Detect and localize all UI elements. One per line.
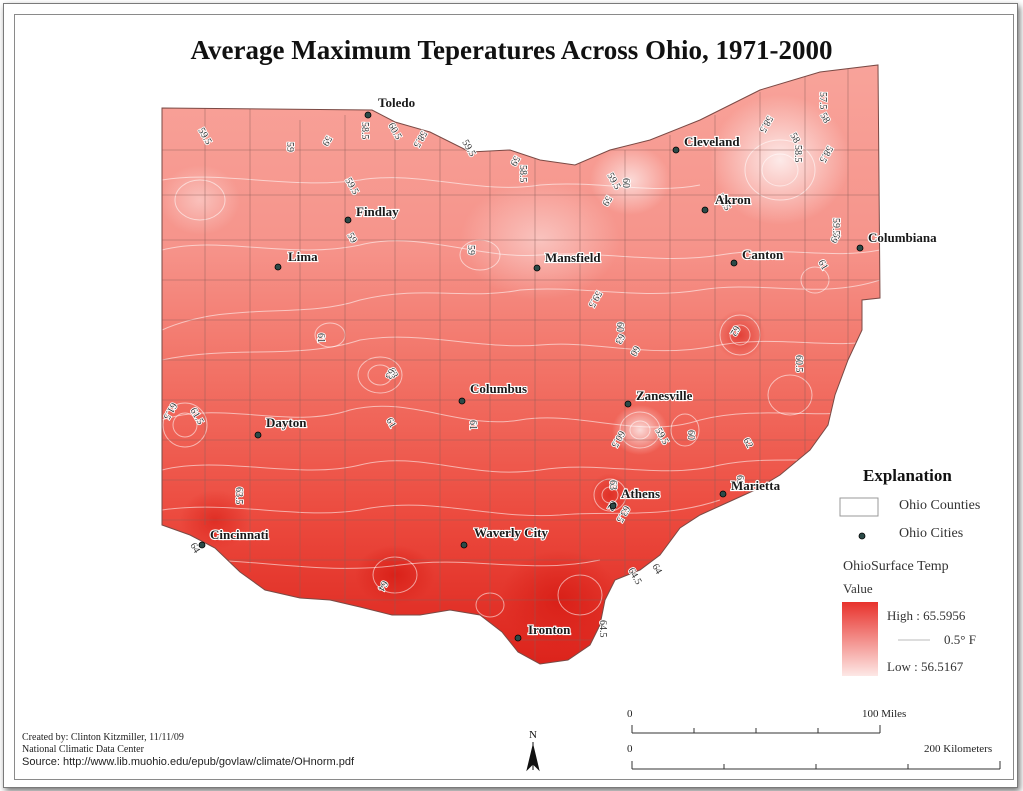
isotherm-labels: 59.559 59 60.558.5 58.5 59.558.55959.557.558… xyxy=(160,91,843,638)
city-label: Canton xyxy=(742,247,784,262)
credit-agency: National Climatic Data Center xyxy=(22,744,144,755)
scale-km-zero: 0 xyxy=(627,743,633,755)
city-label: Findlay xyxy=(356,204,399,219)
city-marker xyxy=(624,400,632,408)
isotherm-label: 59 xyxy=(465,245,476,255)
isotherm-label: 58.5 xyxy=(359,122,370,140)
city-marker xyxy=(856,244,864,252)
city-marker xyxy=(730,259,738,267)
city-label: Cleveland xyxy=(684,134,740,149)
isotherm-label: 60 xyxy=(685,430,696,440)
city-label: Cincinnati xyxy=(210,527,269,542)
isotherm-label: 60.5 xyxy=(793,355,804,373)
city-marker xyxy=(458,397,466,405)
city-layer: Toledo Cleveland Akron Findlay Columbiana Lim… xyxy=(198,94,938,642)
city-marker xyxy=(198,541,206,549)
north-label: N xyxy=(529,729,537,741)
legend-low-label: Low : 56.5167 xyxy=(887,659,964,674)
isotherm-label: 63.5 xyxy=(233,487,244,505)
city-marker xyxy=(514,634,522,642)
credit-author: Created by: Clinton Kitzmiller, 11/11/09 xyxy=(22,732,184,743)
north-arrow-icon xyxy=(526,742,540,772)
city-label: Ironton xyxy=(528,622,571,637)
city-label: Zanesville xyxy=(636,388,693,403)
isotherm-label: 63 xyxy=(734,475,745,485)
scale-bar xyxy=(631,725,1001,770)
city-marker xyxy=(364,111,372,119)
city-marker xyxy=(701,206,709,214)
city-label: Waverly City xyxy=(474,525,549,540)
legend-value-label: Value xyxy=(843,581,873,596)
isotherm-label: 58.5 xyxy=(517,165,528,183)
city-label: Lima xyxy=(288,249,318,264)
city-legend-symbol xyxy=(858,532,866,540)
isotherm-contours xyxy=(162,139,880,618)
legend-high-label: High : 65.5956 xyxy=(887,608,966,623)
legend-contour-label: 0.5° F xyxy=(944,632,976,647)
city-marker xyxy=(719,490,727,498)
temperature-ramp xyxy=(842,602,878,676)
temperature-surface xyxy=(162,65,880,664)
isotherm-label: 63 xyxy=(607,480,618,490)
isotherm-label: 58.5 xyxy=(792,145,803,163)
legend-title: Explanation xyxy=(863,466,952,485)
city-label: Akron xyxy=(715,192,752,207)
city-marker xyxy=(274,263,282,271)
city-marker xyxy=(254,431,262,439)
legend-raster-title: OhioSurface Temp xyxy=(843,559,949,574)
city-label: Columbiana xyxy=(868,230,937,245)
isotherm-label: 64 xyxy=(649,562,664,576)
city-label: Marietta xyxy=(731,478,781,493)
legend-symbols xyxy=(839,497,930,676)
city-label: Columbus xyxy=(470,381,527,396)
legend-counties-label: Ohio Counties xyxy=(899,498,981,513)
map-inner-border xyxy=(14,14,1014,780)
map-title: Average Maximum Teperatures Across Ohio,… xyxy=(190,35,833,65)
isotherm-label: 61 xyxy=(467,420,478,430)
city-marker xyxy=(460,541,468,549)
isotherm-label: 60 xyxy=(614,322,625,332)
credit-source: Source: http://www.lib.muohio.edu/epub/g… xyxy=(22,756,354,768)
scale-miles-label: 100 Miles xyxy=(862,708,907,720)
isotherm-label: 64.5 xyxy=(597,620,608,638)
city-label: Toledo xyxy=(378,95,415,110)
map-credits: Created by: Clinton Kitzmiller, 11/11/09… xyxy=(22,732,354,768)
isotherm-label: 57.5 xyxy=(817,92,828,110)
city-label: Mansfield xyxy=(545,250,601,265)
isotherm-label: 59.5 xyxy=(830,218,841,236)
city-marker xyxy=(533,264,541,272)
legend-cities-label: Ohio Cities xyxy=(899,526,964,541)
ohio-outline xyxy=(161,64,881,665)
isotherm-label: 61 xyxy=(315,333,326,343)
city-marker xyxy=(609,502,617,510)
isotherm-label: 59 xyxy=(284,142,295,152)
county-legend-swatch xyxy=(839,497,879,517)
city-label: Dayton xyxy=(266,415,307,430)
city-label: Athens xyxy=(621,486,660,501)
isotherm-label: 60 xyxy=(620,178,631,188)
scale-km-label: 200 Kilometers xyxy=(924,743,993,755)
city-marker xyxy=(672,146,680,154)
city-marker xyxy=(344,216,352,224)
scale-miles-zero: 0 xyxy=(627,708,633,720)
